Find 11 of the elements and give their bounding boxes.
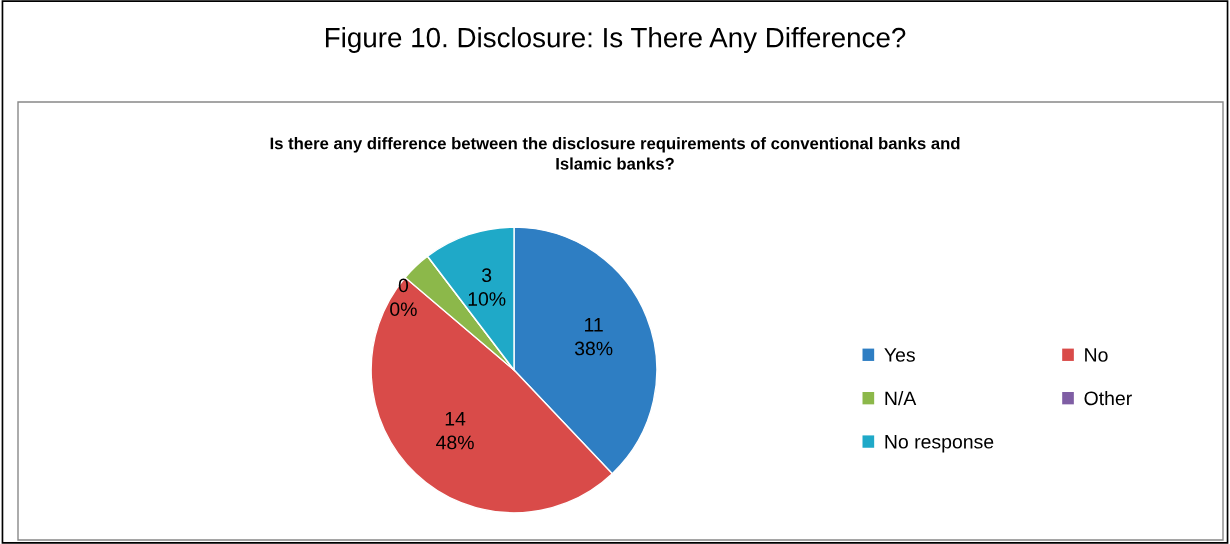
legend-label: N/A [885, 390, 917, 406]
legend-label: Other [1084, 390, 1132, 406]
data-label: 11 38% [574, 318, 613, 356]
chart-title: Figure 10. Disclosure: Is There Any Difference? [325, 27, 906, 53]
legend-label: No response [885, 435, 994, 453]
legend-label: No [1085, 348, 1108, 362]
legend-label: Yes [884, 348, 915, 362]
text: 0 0% [390, 278, 417, 317]
chart-subtitle: Is there any difference between the disclosure requirements of conventional banks and Islamic banks? [270, 137, 960, 170]
data-label: 3 10% [468, 268, 506, 306]
data-label: 14 48% [436, 412, 474, 450]
